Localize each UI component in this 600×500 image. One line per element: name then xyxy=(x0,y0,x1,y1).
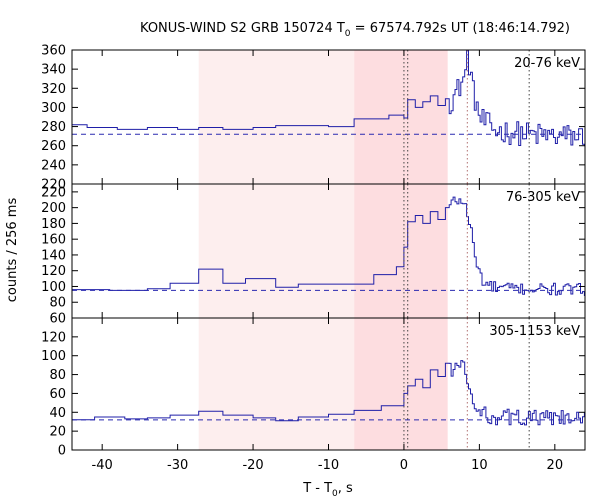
y-tick-label: 260 xyxy=(41,139,66,154)
y-tick-label: 80 xyxy=(49,296,66,311)
y-tick-label: 0 xyxy=(58,444,66,459)
shaded-region-1 xyxy=(198,50,355,184)
y-tick-label: 200 xyxy=(41,201,66,216)
y-tick-label: 160 xyxy=(41,233,66,248)
y-tick-label: 340 xyxy=(41,63,66,78)
y-tick-label: 60 xyxy=(49,387,66,402)
light-curve-series xyxy=(72,50,585,147)
y-tick-label: 180 xyxy=(41,217,66,232)
y-tick-label: 100 xyxy=(41,280,66,295)
energy-band-label: 20-76 keV xyxy=(514,56,580,71)
y-tick-label: 240 xyxy=(41,158,66,173)
x-axis-label-subscript: 0 xyxy=(332,489,338,499)
y-tick-label: 140 xyxy=(41,248,66,263)
y-axis-label: counts / 256 ms xyxy=(5,198,20,303)
chart-title-prefix: KONUS-WIND S2 GRB 150724 T xyxy=(140,21,345,36)
y-tick-label: 120 xyxy=(41,330,66,345)
y-tick-label: 120 xyxy=(41,264,66,279)
shaded-region-2 xyxy=(354,184,448,318)
light-curve-series xyxy=(72,196,585,296)
x-tick-label: -20 xyxy=(242,458,263,473)
shaded-region-1 xyxy=(198,318,355,450)
y-tick-label: 320 xyxy=(41,82,66,97)
y-tick-label: 20 xyxy=(49,425,66,440)
chart-title-suffix: = 67574.792s UT (18:46:14.792) xyxy=(351,21,570,36)
y-tick-label: 80 xyxy=(49,368,66,383)
shaded-region-1 xyxy=(198,184,355,318)
panel-3: 0 20 40 60 80 100 120 305-1153 keV xyxy=(41,317,586,459)
x-tick-label: 20 xyxy=(547,458,564,473)
light-curve-series xyxy=(72,360,585,426)
y-tick-label: 280 xyxy=(41,120,66,135)
shaded-region-2 xyxy=(354,318,448,450)
x-axis-label: T - T0, s xyxy=(302,481,353,499)
x-axis-label-prefix: T - T xyxy=(302,481,332,496)
x-tick-label: 10 xyxy=(471,458,488,473)
chart-title-subscript: 0 xyxy=(345,29,351,39)
y-tick-label: 300 xyxy=(41,101,66,116)
y-tick-label: 40 xyxy=(49,406,66,421)
y-tick-label: 220 xyxy=(41,185,66,200)
y-tick-label: 100 xyxy=(41,349,66,364)
y-tick-label: 220 xyxy=(41,178,66,193)
energy-band-label: 76-305 keV xyxy=(506,190,580,205)
chart-title: KONUS-WIND S2 GRB 150724 T0 = 67574.792s… xyxy=(140,21,570,39)
energy-band-label: 305-1153 keV xyxy=(489,324,580,339)
x-tick-label: 0 xyxy=(400,458,408,473)
y-tick-label: 360 xyxy=(41,44,66,59)
x-tick-label: -10 xyxy=(318,458,339,473)
x-tick-label: -30 xyxy=(167,458,188,473)
panel-1: 220 240 260 280 300 320 340 360 20-76 keV xyxy=(41,44,586,193)
shaded-region-2 xyxy=(354,50,448,184)
x-tick-label: -40 xyxy=(92,458,113,473)
panel-frame xyxy=(71,317,586,451)
x-axis-label-suffix: , s xyxy=(338,481,353,496)
y-tick-label: 60 xyxy=(49,312,66,327)
